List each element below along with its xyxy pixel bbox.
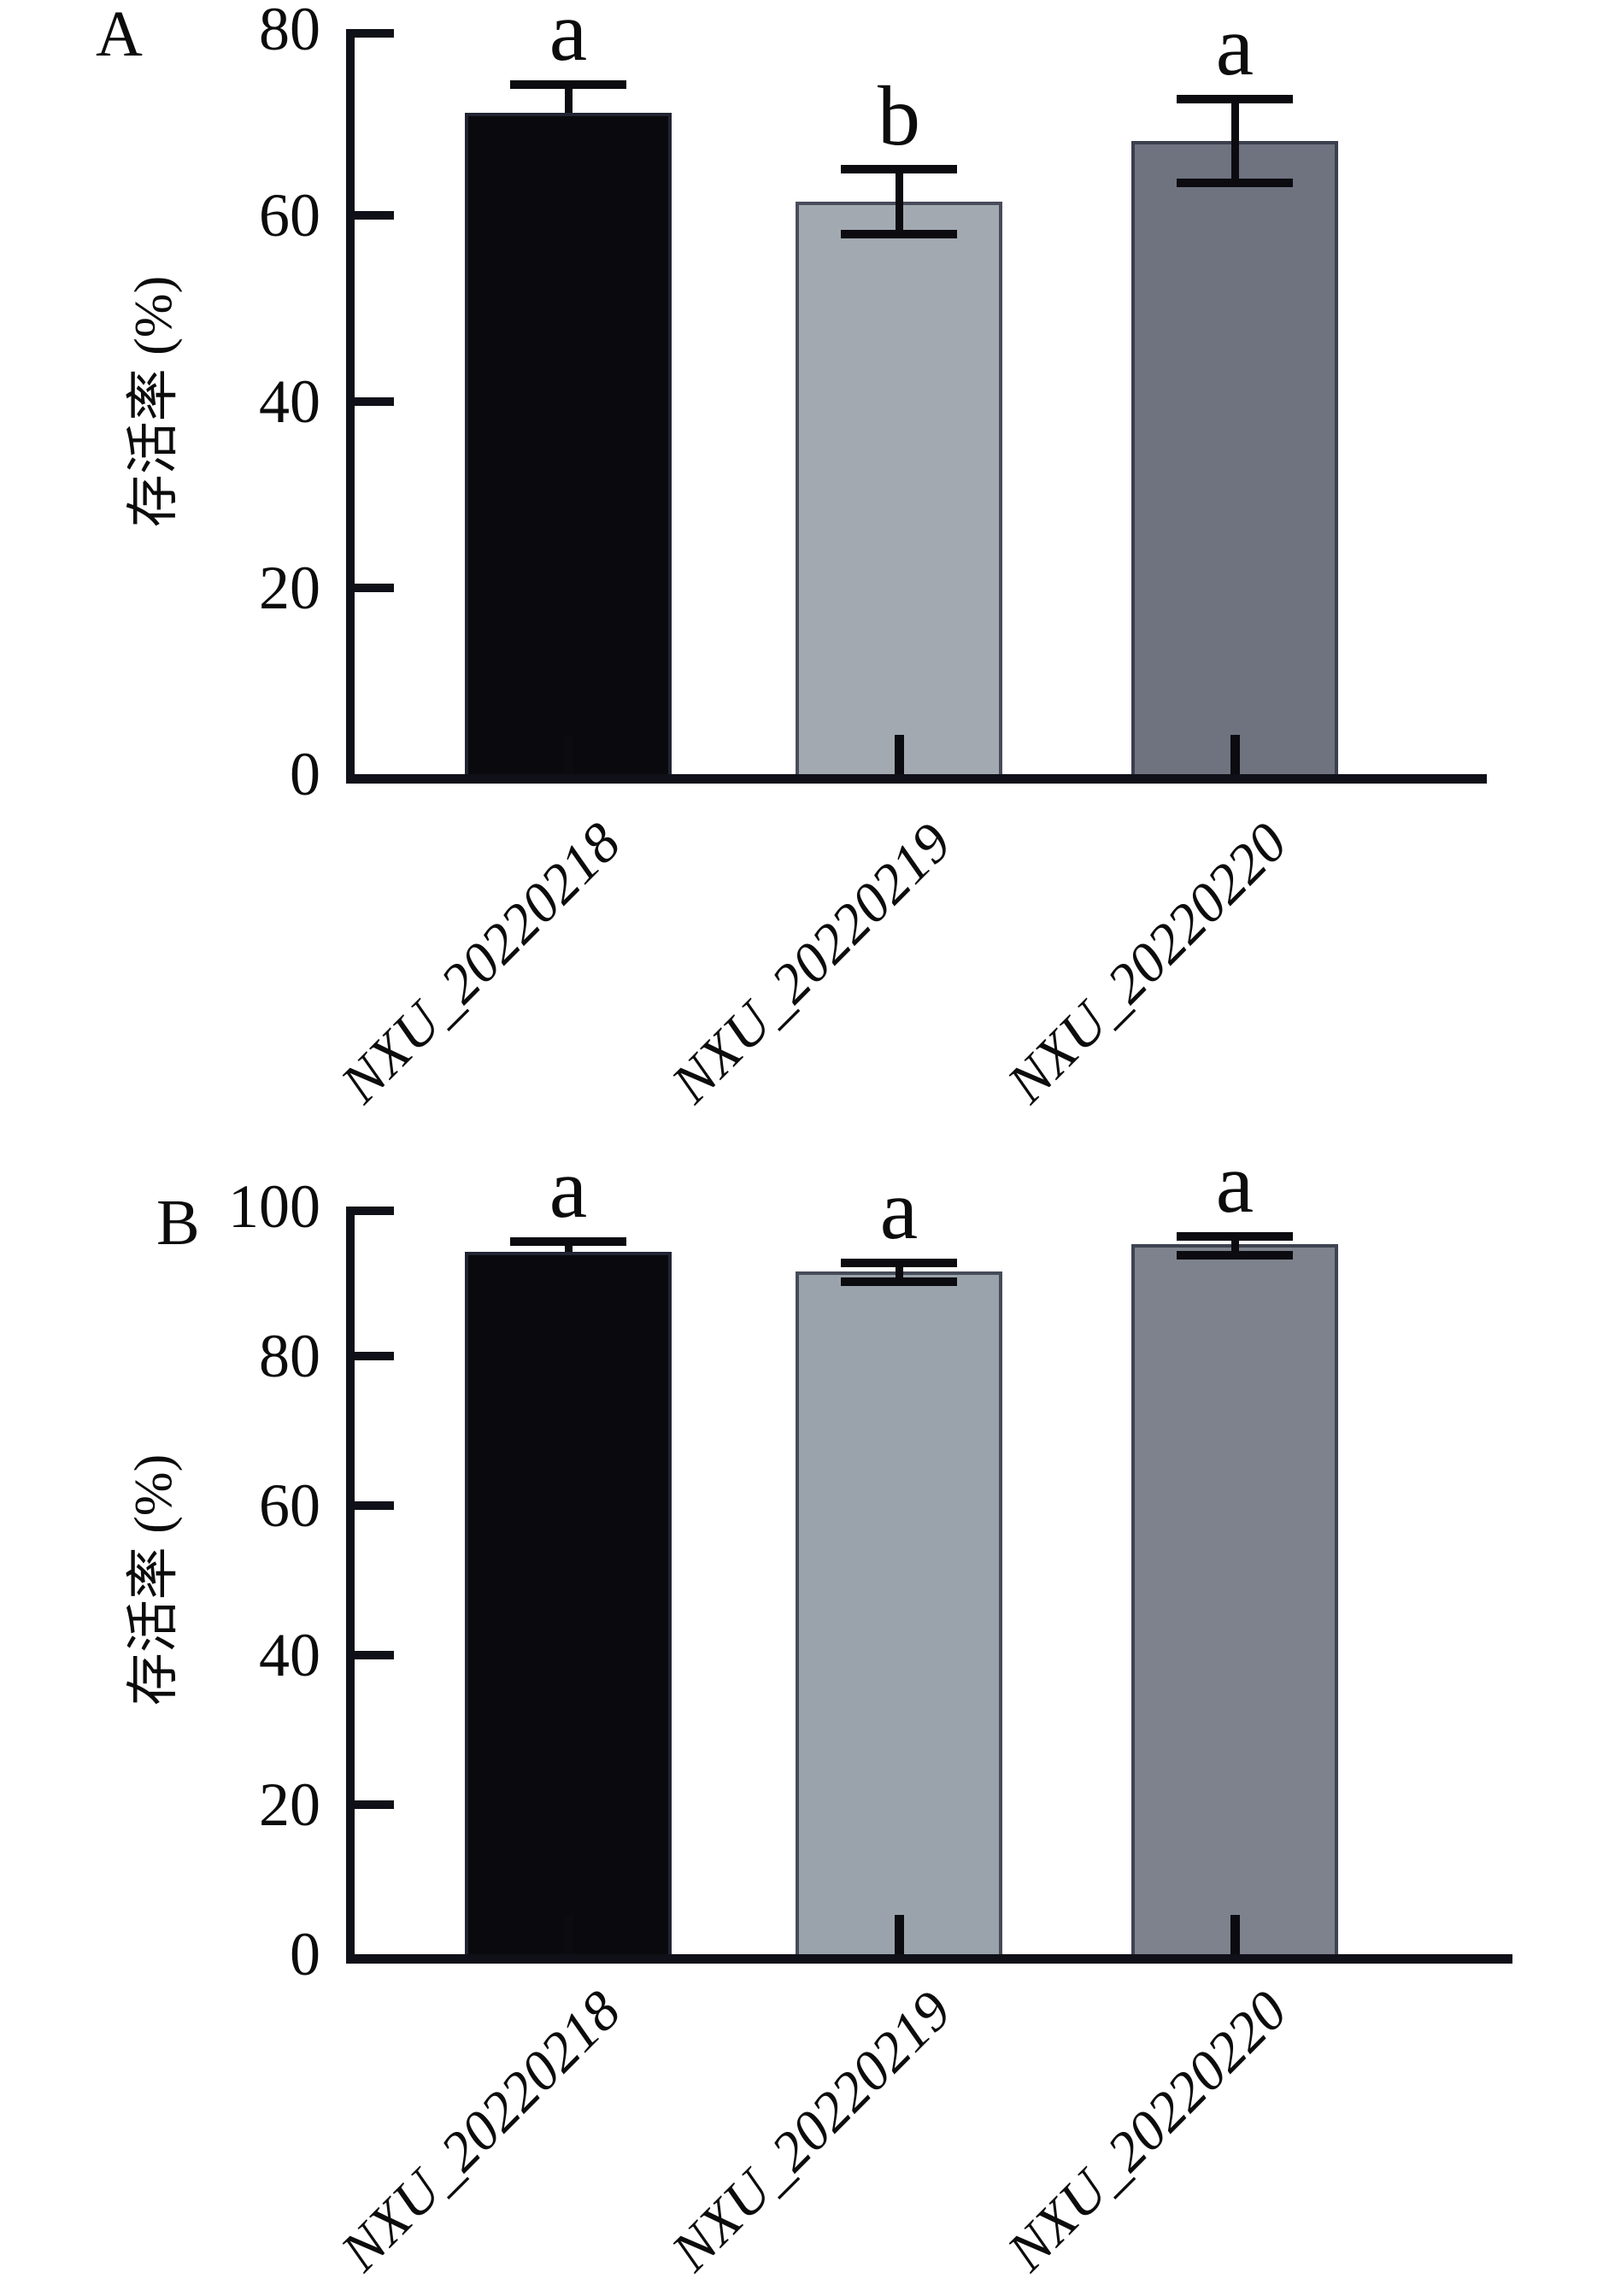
panel-a-xtick-1 [564,735,573,774]
panel-b-ytick-label-40: 40 [259,1621,320,1689]
panel-b-xtick-2 [895,1915,904,1954]
panel-a-error-cap-top-3 [1177,94,1293,103]
panel-b: B 存活率 (%) 0 20 40 60 80 100 a a a NXU_20220218 NX… [0,1141,1615,2296]
panel-b-ytick-label-100: 100 [228,1172,320,1241]
panel-a-error-cap-bottom-3 [1177,178,1293,187]
panel-b-xtick-3 [1230,1915,1240,1954]
panel-a-error-cap-top-2 [841,164,957,173]
panel-a-ytick-label-60: 60 [259,181,320,250]
panel-b-xlabel-NXU_20220219: NXU_20220219 [660,1979,964,2283]
panel-b-ytick-label-20: 20 [259,1770,320,1839]
panel-b-bar-NXU_20220220 [1131,1243,1338,1954]
panel-b-error-whisker-3 [1231,1236,1239,1255]
panel-b-sig-letter-2: a [879,1161,919,1257]
panel-a-error-cap-bottom-2 [841,229,957,238]
panel-b-bar-NXU_20220218 [465,1251,672,1954]
panel-b-ytick-label-60: 60 [259,1471,320,1540]
panel-a-ytick-label-80: 80 [259,0,320,63]
panel-a-ytick-label-0: 0 [290,740,320,808]
panel-a-bar-NXU_20220218 [465,113,672,774]
panel-a-xtick-2 [895,735,904,774]
panel-b-bar-NXU_20220219 [796,1271,1002,1954]
panel-a-error-cap-top-1 [510,80,626,90]
panel-b-ytick-20 [355,1800,394,1809]
panel-a-ytick-40 [355,397,394,406]
panel-b-xlabel-NXU_20220220: NXU_20220220 [995,1979,1300,2283]
panel-a-letter: A [96,0,143,70]
panel-b-ytick-80 [355,1352,394,1360]
panel-b-error-cap-top-1 [510,1237,626,1247]
panel-a-ytick-80 [355,29,394,38]
panel-b-xtick-1 [564,1915,573,1954]
panel-a-error-whisker-2 [896,168,903,234]
panel-b-ytick-100 [355,1207,394,1215]
panel-b-error-cap-top-2 [841,1258,957,1267]
panel-b-ytick-40 [355,1651,394,1659]
panel-b-error-cap-top-3 [1177,1232,1293,1241]
panel-b-letter: B [156,1187,200,1259]
panel-a-plot: 0 20 40 60 80 a b a [259,0,1487,806]
panel-b-ytick-label-0: 0 [290,1920,320,1988]
panel-a-ytick-20 [355,584,394,592]
panel-a-error-whisker-3 [1231,98,1239,183]
panel-a-xlabel-NXU_20220218: NXU_20220218 [329,811,633,1115]
panel-b-sig-letter-1: a [549,1141,588,1236]
panel-b-ytick-60 [355,1501,394,1510]
panel-a-sig-letter-1: a [549,0,588,79]
panel-a-ytick-label-40: 40 [259,367,320,436]
panel-a-ytick-label-20: 20 [259,554,320,622]
panel-a-sig-letter-2: b [878,68,920,163]
panel-a-bar-NXU_20220219 [796,201,1002,774]
panel-b-sig-letter-3: a [1215,1136,1254,1230]
panel-b-error-whisker-2 [896,1262,903,1282]
panel-b-error-cap-bottom-2 [841,1277,957,1286]
panel-a: A 存活率 (%) 0 20 40 60 80 a b a NXU_20220218 NXU_2… [96,0,1487,1115]
panel-b-ytick-label-80: 80 [259,1322,320,1390]
panel-b-plot: 0 20 40 60 80 100 a a a [228,1141,1512,1986]
panel-b-error-cap-bottom-3 [1177,1250,1293,1260]
panel-b-xlabel-NXU_20220218: NXU_20220218 [329,1979,633,2283]
panel-a-bar-NXU_20220220 [1131,140,1338,774]
panel-a-xtick-3 [1230,735,1240,774]
panel-b-error-whisker-1 [565,1242,573,1252]
panel-a-error-whisker-1 [565,85,573,114]
panel-a-sig-letter-3: a [1215,0,1254,93]
panel-a-xlabel-NXU_20220219: NXU_20220219 [660,811,964,1115]
panel-a-ytick-60 [355,211,394,220]
